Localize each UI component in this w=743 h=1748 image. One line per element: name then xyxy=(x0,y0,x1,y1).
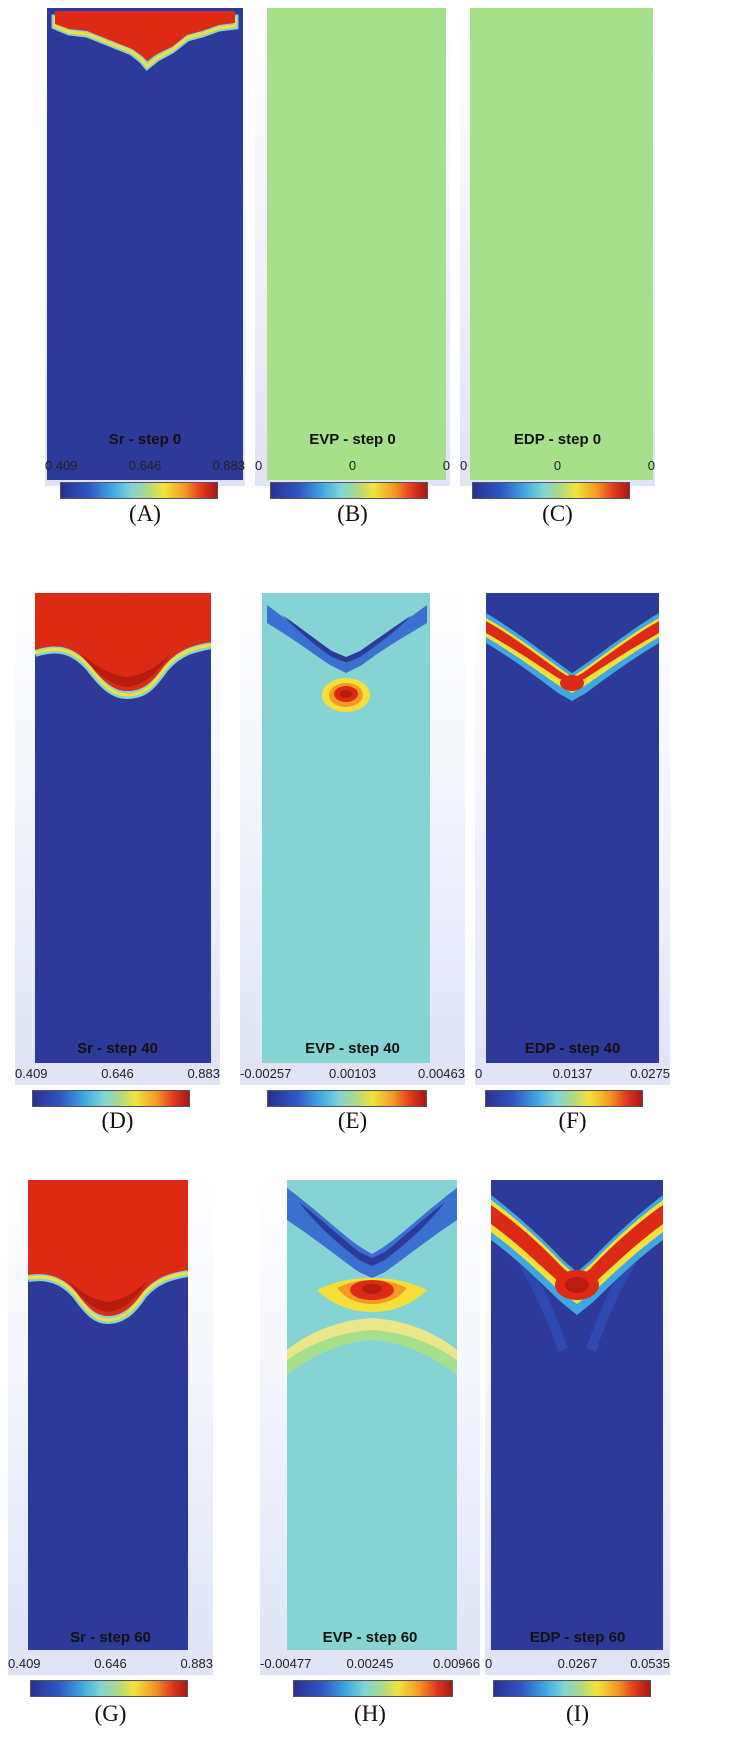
tick-min: 0 xyxy=(460,458,468,473)
panel-d-colorbar xyxy=(32,1090,190,1107)
tick-max: 0.883 xyxy=(212,458,245,473)
panel-i-title: EDP - step 60 xyxy=(529,1629,626,1646)
tick-mid: 0.646 xyxy=(101,1066,134,1081)
panel-d-title: Sr - step 40 xyxy=(77,1040,158,1057)
tick-min: 0 xyxy=(475,1066,483,1081)
tick-max: 0 xyxy=(442,458,450,473)
tick-min: 0 xyxy=(255,458,263,473)
tick-min: 0 xyxy=(485,1656,493,1671)
tick-min: 0.409 xyxy=(15,1066,48,1081)
panel-d-ticks: 0.409 0.646 0.883 xyxy=(15,1066,220,1084)
panel-f-title: EDP - step 40 xyxy=(524,1040,621,1057)
tick-min: -0.00477 xyxy=(260,1656,312,1671)
panel-g-colorbar xyxy=(30,1680,188,1697)
plot-area xyxy=(255,6,450,486)
edp-step0-field xyxy=(470,8,653,480)
edp-step60-field xyxy=(491,1180,663,1650)
tick-mid: 0.0137 xyxy=(552,1066,593,1081)
tick-max: 0.0275 xyxy=(630,1066,670,1081)
plot-area xyxy=(8,1170,213,1675)
tick-mid: 0.00245 xyxy=(346,1656,394,1671)
tick-min: -0.00257 xyxy=(240,1066,292,1081)
plot-area xyxy=(460,6,655,486)
plot-area xyxy=(240,585,465,1085)
panel-h-caption: (H) xyxy=(354,1701,386,1726)
tick-mid: 0.646 xyxy=(94,1656,127,1671)
panel-c: EDP - step 0 0 0 0 (C) xyxy=(460,6,655,556)
plot-area xyxy=(260,1170,480,1675)
tick-max: 0.00463 xyxy=(418,1066,465,1081)
tick-mid: 0.646 xyxy=(128,458,162,473)
panel-e-ticks: -0.00257 0.00103 0.00463 xyxy=(240,1066,465,1084)
evp-step60-field xyxy=(287,1180,457,1650)
evp-step0-field xyxy=(267,8,446,480)
panel-h-title: EVP - step 60 xyxy=(322,1629,418,1646)
panel-a-caption: (A) xyxy=(129,501,161,526)
panel-c-ticks: 0 0 0 xyxy=(460,458,655,476)
panel-h-ticks: -0.00477 0.00245 0.00966 xyxy=(260,1656,480,1674)
panel-b-caption: (B) xyxy=(337,501,368,526)
tick-mid: 0.0267 xyxy=(557,1656,598,1671)
panel-e: EVP - step 40 -0.00257 0.00103 0.00463 (… xyxy=(240,585,465,1160)
panel-a-colorbar xyxy=(60,482,218,499)
tick-max: 0 xyxy=(647,458,655,473)
panel-e-colorbar xyxy=(267,1090,427,1107)
panel-g: Sr - step 60 0.409 0.646 0.883 (G) xyxy=(8,1170,213,1748)
tick-max: 0.0535 xyxy=(630,1656,670,1671)
panel-a: Sr - step 0 0.409 0.646 0.883 (A) xyxy=(45,6,245,556)
panel-b: EVP - step 0 0 0 0 (B) xyxy=(255,6,450,556)
panel-d-caption: (D) xyxy=(101,1108,134,1133)
panel-c-colorbar xyxy=(472,482,630,499)
panel-f-colorbar xyxy=(485,1090,643,1107)
edp-step40-field xyxy=(486,593,659,1063)
tick-min: 0.409 xyxy=(8,1656,41,1671)
panel-f-ticks: 0 0.0137 0.0275 xyxy=(475,1066,670,1084)
plot-area xyxy=(485,1170,670,1675)
plot-area xyxy=(475,585,670,1085)
tick-max: 0.883 xyxy=(187,1066,220,1081)
tick-max: 0.00966 xyxy=(433,1656,480,1671)
panel-h-colorbar xyxy=(293,1680,453,1697)
panel-a-title: Sr - step 0 xyxy=(108,431,182,448)
plot-area xyxy=(45,6,245,486)
panel-f: EDP - step 40 0 0.0137 0.0275 (F) xyxy=(475,585,670,1160)
panel-e-title: EVP - step 40 xyxy=(305,1040,400,1057)
tick-min: 0.409 xyxy=(45,458,78,473)
tick-mid: 0 xyxy=(553,458,562,473)
panel-c-caption: (C) xyxy=(542,501,573,526)
panel-c-title: EDP - step 0 xyxy=(513,431,602,448)
panel-i-caption: (I) xyxy=(566,1701,589,1726)
panel-g-title: Sr - step 60 xyxy=(70,1629,151,1646)
panel-b-colorbar xyxy=(270,482,428,499)
panel-d: Sr - step 40 0.409 0.646 0.883 (D) xyxy=(15,585,220,1160)
panel-f-caption: (F) xyxy=(558,1108,587,1133)
evp-step40-field xyxy=(262,593,430,1063)
sr-step60-field xyxy=(28,1180,188,1650)
panel-b-title: EVP - step 0 xyxy=(309,431,396,448)
panel-g-ticks: 0.409 0.646 0.883 xyxy=(8,1656,213,1674)
panel-g-caption: (G) xyxy=(94,1701,127,1726)
tick-mid: 0.00103 xyxy=(329,1066,376,1081)
tick-max: 0.883 xyxy=(180,1656,213,1671)
tick-mid: 0 xyxy=(348,458,357,473)
panel-b-ticks: 0 0 0 xyxy=(255,458,450,476)
panel-e-caption: (E) xyxy=(337,1108,368,1133)
sr-step0-field xyxy=(47,8,243,480)
plot-area xyxy=(15,585,220,1085)
panel-h: EVP - step 60 -0.00477 0.00245 0.00966 (… xyxy=(260,1170,480,1748)
panel-a-ticks: 0.409 0.646 0.883 xyxy=(45,458,245,476)
panel-i-colorbar xyxy=(493,1680,651,1697)
sr-step40-field xyxy=(35,593,211,1063)
panel-i-ticks: 0 0.0267 0.0535 xyxy=(485,1656,670,1674)
panel-i: EDP - step 60 0 0.0267 0.0535 (I) xyxy=(485,1170,670,1748)
